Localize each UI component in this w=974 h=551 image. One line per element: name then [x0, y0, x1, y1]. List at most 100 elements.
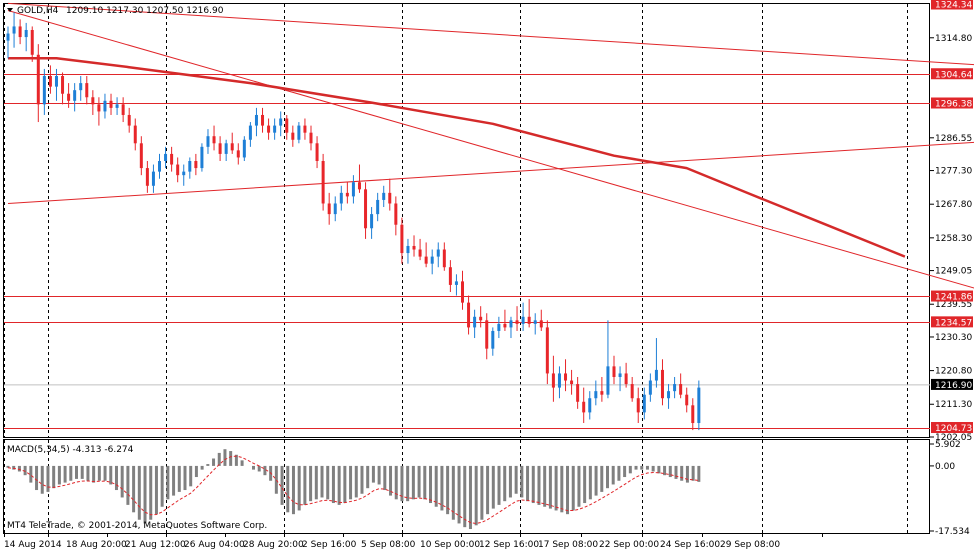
symbol-timeframe: GOLD,H4 [17, 6, 59, 16]
candle-body [527, 316, 531, 324]
candle-body [388, 192, 392, 204]
candle-body [533, 320, 537, 324]
candle-body [557, 373, 561, 388]
ma-line [8, 57, 906, 258]
x-tick-label: 5 Sep 08:00 [361, 540, 416, 550]
candle-body [188, 160, 192, 172]
candle-body [224, 143, 228, 154]
candle-body [182, 171, 186, 176]
candle-body [461, 281, 464, 303]
candle-body [303, 125, 307, 133]
x-tick-label: 14 Aug 2014 [4, 540, 62, 550]
candle-body [54, 76, 58, 87]
candle-body [261, 114, 265, 126]
candle-body [115, 104, 119, 108]
candle-body [600, 391, 604, 395]
y-tick-label: 1202.05 [935, 433, 972, 443]
moving-average [8, 57, 906, 258]
candle-body [412, 245, 416, 250]
candle-body [145, 168, 149, 186]
candle-body [497, 323, 501, 331]
x-tick-label: 21 Aug 12:00 [125, 540, 186, 550]
level-label-bg [931, 422, 973, 434]
candle-body [679, 384, 683, 395]
candle-body [164, 153, 168, 161]
candle-body [151, 171, 155, 186]
candle-body [85, 83, 89, 98]
candle-body [364, 189, 368, 229]
candle-body [448, 267, 452, 285]
symbol-dropdown-icon[interactable] [7, 8, 13, 12]
candle-body [376, 199, 380, 215]
candle-body [667, 391, 671, 399]
candle-body [121, 104, 125, 115]
macd-panel-frame [3, 439, 930, 534]
y-tick-label: 1286.55 [935, 134, 972, 144]
candle-body [200, 146, 204, 169]
x-tick-label: 10 Sep 00:00 [420, 540, 480, 550]
macd-tick-label: 0.00 [935, 462, 955, 472]
x-tick-label: 22 Sep 00:00 [599, 540, 659, 550]
candle-body [473, 316, 477, 328]
candle-body [315, 143, 319, 161]
candle-body [345, 192, 349, 197]
candle-body [521, 316, 525, 324]
candle-body [394, 203, 398, 225]
candle-body [382, 192, 386, 200]
y-tick-label: 1249.05 [935, 267, 972, 277]
trendline[interactable] [7, 134, 974, 204]
candle-body [158, 160, 161, 172]
candle-body [357, 182, 361, 190]
candle-body [36, 54, 40, 105]
candle-body [551, 373, 555, 388]
candle-body [309, 132, 313, 144]
level-label-bg [931, 316, 973, 328]
macd-tick-label: 5.902 [935, 440, 961, 450]
candle-body [485, 320, 489, 349]
level-label: 1241.86 [935, 293, 972, 303]
candle-body [254, 114, 258, 126]
candle-body [212, 136, 216, 144]
candle-body [351, 182, 355, 197]
candle-body [218, 143, 222, 154]
price-axis: 1314.80 1286.55 1277.30 1267.80 1258.30 1249.… [930, 34, 972, 443]
current-price-label: 1216.90 [935, 381, 972, 391]
y-tick-label: 1314.80 [935, 34, 972, 44]
candle-body [97, 104, 101, 112]
trendline[interactable] [7, 10, 974, 324]
candle-body [248, 125, 252, 140]
x-tick-label: 26 Aug 04:00 [184, 540, 245, 550]
candle-body [285, 118, 289, 133]
y-tick-label: 1267.80 [935, 200, 972, 210]
candle-body [79, 83, 83, 91]
candle-body [612, 366, 616, 377]
candle-body [24, 29, 28, 38]
candle-body [206, 136, 210, 147]
candle-body [267, 125, 271, 133]
candle-body [630, 384, 634, 399]
candle-body [491, 330, 495, 349]
candle-body [697, 387, 701, 424]
x-tick-label: 24 Sep 16:00 [660, 540, 720, 550]
candle-body [582, 401, 586, 413]
y-tick-label: 1211.30 [935, 400, 972, 410]
candle-body [42, 76, 46, 105]
candle-body [406, 245, 410, 254]
trendline[interactable] [7, 2, 974, 72]
candle-body [333, 203, 337, 215]
candle-body [636, 398, 640, 413]
horizontal-levels[interactable] [4, 74, 930, 429]
y-tick-label: 1239.55 [935, 300, 972, 310]
candle-body [618, 373, 622, 377]
candle-body [109, 100, 113, 108]
candle-body [660, 369, 664, 399]
trendlines[interactable] [7, 2, 974, 324]
candle-body [48, 76, 52, 87]
level-label: 1304.64 [935, 70, 972, 80]
candle-body [564, 373, 568, 381]
candle-body [685, 394, 689, 406]
ohlc-readout: 1209.10 1217.30 1207.50 1216.90 [66, 6, 224, 16]
candle-body [230, 143, 234, 151]
